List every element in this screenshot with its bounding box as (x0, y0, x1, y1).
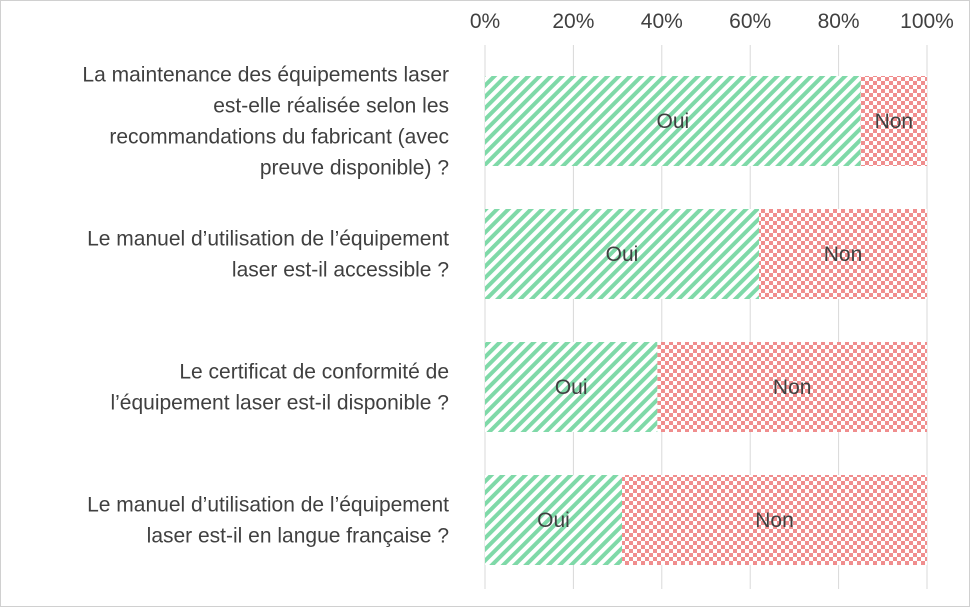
category-label-line: laser est-il en langue française ? (147, 525, 449, 548)
bar-label-non: Non (755, 509, 794, 532)
category-label-1: Le manuel d’utilisation de l’équipement l… (87, 228, 449, 282)
category-label-line: est-elle réalisée selon les (213, 95, 449, 118)
x-axis-ticks: 0% 20% 40% 60% 80% 100% (470, 10, 954, 33)
category-label-line: Le manuel d’utilisation de l’équipement (87, 228, 449, 251)
category-labels: La maintenance des équipements laser est-… (82, 64, 449, 548)
bar-oui-2 (485, 342, 658, 432)
bar-label-oui: Oui (555, 376, 588, 399)
category-label-2: Le certificat de conformité de l’équipeme… (110, 361, 449, 415)
x-tick-label: 0% (470, 10, 500, 33)
category-label-line: l’équipement laser est-il disponible ? (110, 392, 449, 415)
x-tick-label: 40% (641, 10, 683, 33)
category-label-3: Le manuel d’utilisation de l’équipement l… (87, 494, 449, 548)
bar-non-2 (657, 342, 927, 432)
x-tick-label: 20% (552, 10, 594, 33)
bar-non-1 (759, 209, 927, 299)
category-label-line: recommandations du fabricant (avec (109, 126, 449, 149)
bar-oui-1 (485, 209, 760, 299)
bar-label-oui: Oui (657, 110, 690, 133)
x-tick-label: 60% (729, 10, 771, 33)
bar-label-oui: Oui (537, 509, 570, 532)
bar-label-non: Non (824, 243, 863, 266)
category-label-line: laser est-il accessible ? (232, 259, 449, 282)
bar-oui-0 (485, 76, 861, 166)
bar-oui-3 (485, 475, 623, 565)
bar-non-0 (860, 76, 927, 166)
bar-label-non: Non (773, 376, 812, 399)
category-label-line: Le manuel d’utilisation de l’équipement (87, 494, 449, 517)
bar-label-oui: Oui (606, 243, 639, 266)
category-label-line: La maintenance des équipements laser (82, 64, 449, 87)
category-label-line: Le certificat de conformité de (179, 361, 449, 384)
x-tick-label: 80% (818, 10, 860, 33)
category-label-0: La maintenance des équipements laser est-… (82, 64, 449, 180)
x-tick-label: 100% (900, 10, 954, 33)
bar-non-3 (622, 475, 927, 565)
bars: Oui Non Oui Non Oui Non Oui Non (485, 76, 927, 565)
category-label-line: preuve disponible) ? (260, 157, 449, 180)
bar-label-non: Non (875, 110, 914, 133)
